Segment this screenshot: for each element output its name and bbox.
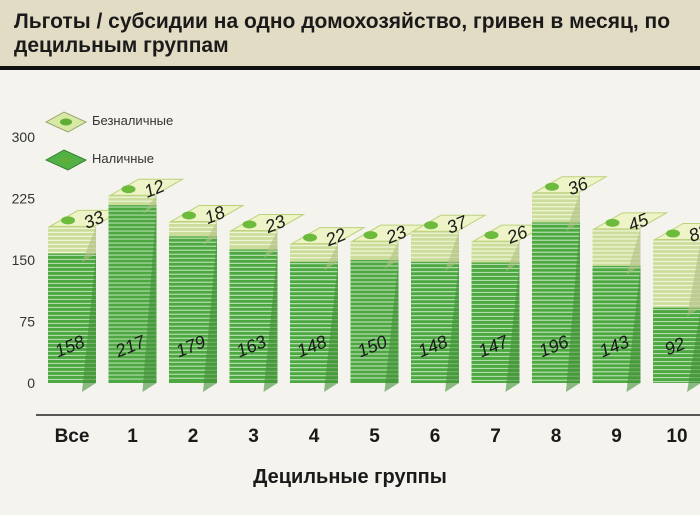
hryvnia-note-icon — [424, 221, 438, 230]
header-rule — [0, 66, 700, 70]
bar-cashless-side-shade — [82, 226, 96, 263]
hryvnia-note-icon — [61, 216, 75, 225]
y-tick-label: 300 — [12, 129, 36, 145]
x-tick-label: 6 — [430, 426, 441, 447]
bar-cashless-side-shade — [384, 241, 399, 269]
x-tick-label: 10 — [666, 426, 687, 447]
x-tick-label: 1 — [127, 426, 138, 447]
y-tick-label: 0 — [27, 375, 35, 391]
legend-label-cash: Наличные — [92, 151, 154, 166]
legend-swatch-cash — [44, 149, 88, 171]
hryvnia-note-icon — [242, 220, 257, 229]
bar-cash-side-shade — [505, 262, 520, 392]
bar-cash-side-shade — [687, 313, 700, 392]
legend-label-cashless: Безналичные — [92, 113, 174, 128]
hryvnia-note-icon — [363, 231, 378, 240]
hryvnia-note-icon — [605, 218, 620, 227]
hryvnia-note-icon — [121, 185, 136, 194]
bar-cashless-segment — [471, 241, 520, 263]
hryvnia-note-icon — [666, 229, 680, 238]
bar-cash-side-shade — [142, 205, 157, 392]
bar-cashless-side-shade — [324, 243, 338, 271]
x-tick-label: 8 — [551, 426, 562, 447]
bar-cashless-side-shade — [142, 195, 157, 215]
x-tick-label: 7 — [490, 426, 501, 447]
bar-cash-side-shade — [384, 260, 399, 392]
bars: 3315812217181792316322148231503714826147… — [48, 173, 700, 392]
x-tick-label: 3 — [248, 426, 259, 447]
bar-cash-side-shade — [263, 249, 278, 392]
hryvnia-note-icon — [484, 231, 499, 240]
y-tick-label: 150 — [12, 252, 36, 268]
y-axis: 0 75 150 225 300 — [12, 129, 36, 391]
bar-cashless-side-shade — [263, 230, 278, 259]
bar-cash-side-shade — [626, 265, 641, 392]
y-tick-label: 225 — [12, 191, 36, 207]
bar-cashless-segment — [169, 221, 217, 237]
bar-cash-side-shade — [566, 222, 580, 392]
x-tick-label: 4 — [309, 426, 320, 447]
bar-cash-side-shade — [203, 236, 217, 392]
x-tick-label: 2 — [188, 426, 199, 447]
x-tick-label: 9 — [611, 426, 622, 447]
legend-swatch-cashless — [44, 111, 88, 133]
bar-cashless-side-shade — [566, 192, 580, 232]
x-axis-title: Децильные группы — [253, 466, 447, 488]
bar-cash-side-shade — [324, 261, 338, 392]
chart-title: Льготы / субсидии на одно домохозяйство,… — [14, 10, 671, 57]
bar-cash-side-shade — [82, 253, 96, 392]
legend — [44, 111, 88, 171]
hryvnia-note-icon — [182, 211, 196, 220]
y-tick-label: 75 — [19, 314, 35, 330]
bar-cashless-side-shade — [203, 221, 217, 246]
x-tick-label: 5 — [369, 426, 380, 447]
hryvnia-note-icon — [545, 182, 559, 191]
hryvnia-note-icon — [303, 233, 317, 242]
bar-cashless-side-shade — [505, 241, 520, 272]
header-band — [0, 0, 700, 66]
bar-cashless-side-shade — [626, 228, 641, 275]
bar-cash-side-shade — [445, 261, 459, 392]
x-axis: Все 1 2 3 4 5 6 7 8 9 10 — [55, 426, 688, 447]
bar-cashless-segment — [108, 195, 157, 206]
bar-cashless-side-shade — [687, 245, 700, 317]
x-tick-label: Все — [55, 426, 90, 447]
bar-cashless-side-shade — [445, 231, 459, 271]
